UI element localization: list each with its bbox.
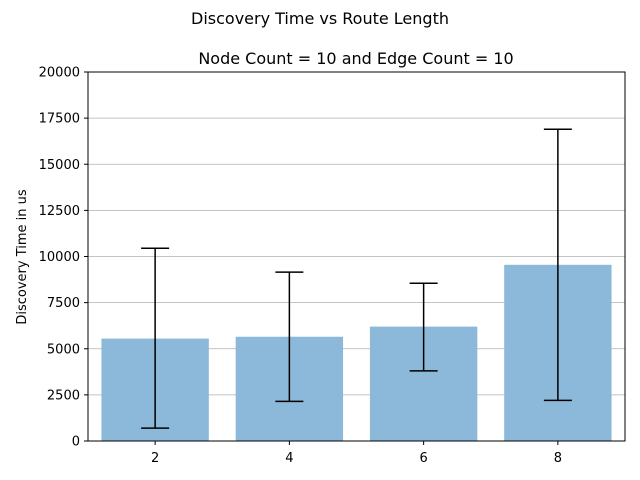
error-bar-6 <box>409 282 438 372</box>
x-tick-label: 6 <box>419 451 427 466</box>
y-tick-label: 0 <box>72 435 80 450</box>
y-tick-label: 7500 <box>47 296 80 311</box>
chart-suptitle: Discovery Time vs Route Length <box>191 9 449 28</box>
chart-title: Node Count = 10 and Edge Count = 10 <box>198 49 513 68</box>
x-tick-label: 8 <box>554 451 562 466</box>
x-tick-label: 4 <box>285 451 293 466</box>
y-tick-label: 17500 <box>39 112 80 127</box>
error-bar-4 <box>275 271 304 403</box>
y-tick-label: 10000 <box>39 250 80 265</box>
error-bar-8 <box>543 128 572 402</box>
error-bars <box>141 128 572 429</box>
y-tick-label: 20000 <box>39 66 80 81</box>
y-tick-label: 5000 <box>47 342 80 357</box>
y-tick-label: 12500 <box>39 204 80 219</box>
x-tick-label: 2 <box>151 451 159 466</box>
y-axis-label: Discovery Time in us <box>15 189 30 325</box>
y-tick-label: 2500 <box>47 388 80 403</box>
y-tick-label: 15000 <box>39 158 80 173</box>
bars <box>101 264 612 441</box>
tick-labels: 0 2500 5000 7500 10000 12500 15000 17500 20000 2 4… <box>39 66 562 467</box>
error-bar-2 <box>141 247 170 429</box>
